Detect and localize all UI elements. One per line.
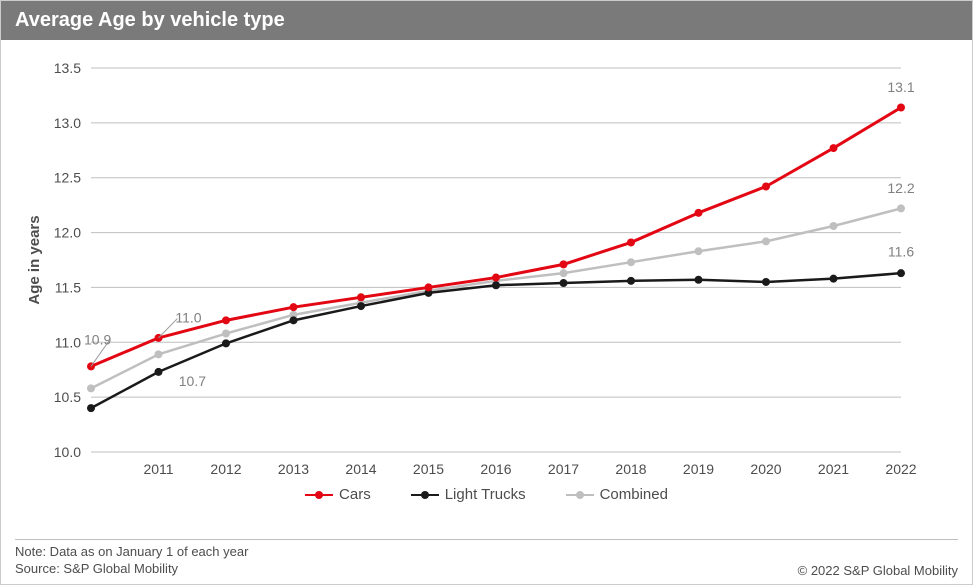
- svg-text:10.9: 10.9: [84, 331, 111, 347]
- svg-text:Age in years: Age in years: [26, 215, 43, 304]
- svg-text:2011: 2011: [143, 461, 173, 477]
- legend-swatch-line: [305, 494, 333, 496]
- chart-title: Average Age by vehicle type: [15, 9, 285, 31]
- legend: Cars Light Trucks Combined: [1, 486, 972, 503]
- legend-item: Cars: [305, 486, 371, 503]
- svg-text:2013: 2013: [278, 461, 309, 477]
- svg-text:13.0: 13.0: [54, 115, 81, 131]
- footer-source: Source: S&P Global Mobility: [15, 561, 248, 578]
- svg-text:13.5: 13.5: [54, 60, 81, 76]
- svg-text:2021: 2021: [818, 461, 849, 477]
- svg-text:2017: 2017: [548, 461, 579, 477]
- legend-item: Combined: [566, 486, 668, 503]
- svg-text:11.0: 11.0: [55, 334, 81, 350]
- chart-title-bar: Average Age by vehicle type: [1, 1, 972, 40]
- legend-swatch-dot: [576, 491, 584, 499]
- legend-swatch-line: [411, 494, 439, 496]
- footer-left: Note: Data as on January 1 of each year …: [15, 544, 248, 578]
- svg-text:12.2: 12.2: [887, 180, 914, 196]
- svg-text:2019: 2019: [683, 461, 714, 477]
- svg-text:13.1: 13.1: [887, 79, 914, 95]
- svg-text:2012: 2012: [210, 461, 241, 477]
- chart-area: 10.0 10.5 11.0 11.5 12.0 12.5 13.0 13.5 2011 2012…: [1, 40, 972, 480]
- legend-label: Combined: [600, 486, 668, 503]
- line-chart-svg: 10.0 10.5 11.0 11.5 12.0 12.5 13.0 13.5 2011 2012…: [21, 50, 951, 480]
- svg-text:2022: 2022: [885, 461, 916, 477]
- svg-text:12.5: 12.5: [54, 170, 81, 186]
- svg-text:2020: 2020: [750, 461, 781, 477]
- legend-label: Cars: [339, 486, 371, 503]
- svg-text:10.5: 10.5: [54, 389, 81, 405]
- legend-swatch-line: [566, 494, 594, 496]
- svg-text:11.5: 11.5: [55, 279, 81, 295]
- svg-text:2018: 2018: [615, 461, 646, 477]
- svg-text:12.0: 12.0: [54, 225, 81, 241]
- svg-text:11.0: 11.0: [175, 310, 201, 326]
- footer-copyright: © 2022 S&P Global Mobility: [798, 563, 958, 578]
- svg-text:2015: 2015: [413, 461, 444, 477]
- svg-text:2014: 2014: [345, 461, 376, 477]
- svg-text:2016: 2016: [480, 461, 511, 477]
- svg-text:11.6: 11.6: [888, 244, 914, 260]
- legend-label: Light Trucks: [445, 486, 526, 503]
- footer: Note: Data as on January 1 of each year …: [15, 539, 958, 578]
- legend-swatch-dot: [315, 491, 323, 499]
- svg-text:10.0: 10.0: [54, 444, 81, 460]
- legend-item: Light Trucks: [411, 486, 526, 503]
- footer-note: Note: Data as on January 1 of each year: [15, 544, 248, 561]
- legend-swatch-dot: [421, 491, 429, 499]
- svg-text:10.7: 10.7: [179, 373, 206, 389]
